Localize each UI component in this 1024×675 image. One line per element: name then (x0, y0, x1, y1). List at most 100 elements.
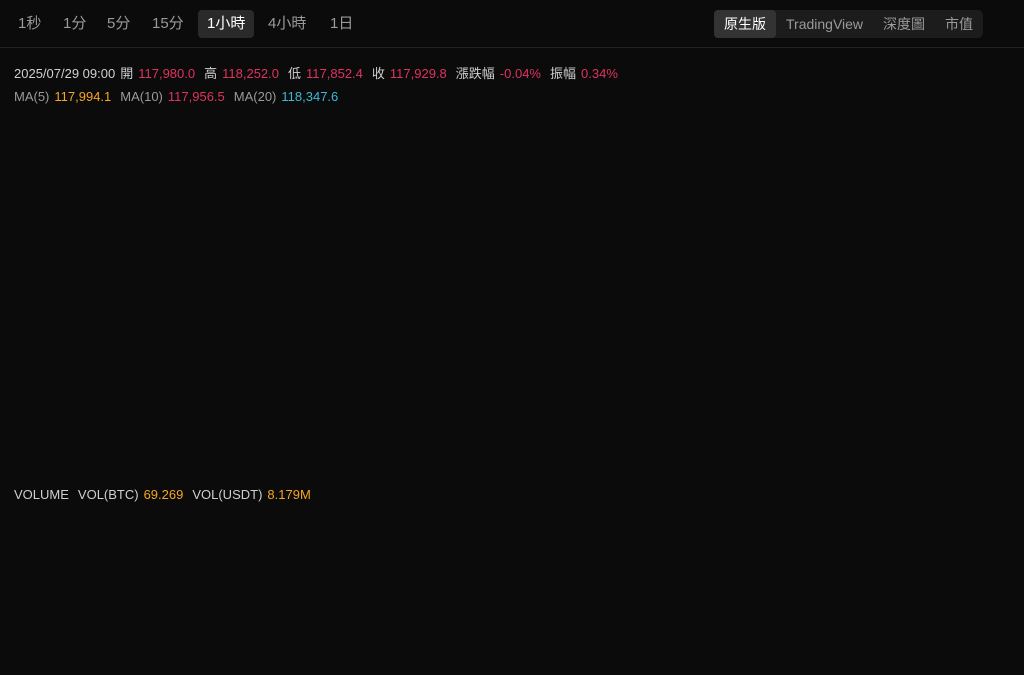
legend-field-value: -0.04% (499, 66, 541, 81)
volume-bar (786, 627, 793, 637)
ma-legend: MA(5) 117,994.1 MA(10) 117,956.5 MA(20) 118,3… (14, 89, 347, 104)
volume-bar (563, 618, 570, 637)
candle-body (563, 184, 570, 186)
volume-bar (149, 604, 157, 637)
candle-body (273, 284, 281, 288)
ma-value: 117,956.5 (167, 89, 225, 104)
volume-bar (761, 624, 769, 637)
candle-body (17, 208, 24, 218)
volume-bar (282, 622, 289, 637)
volume-tick-label: 2K (952, 484, 968, 499)
volume-bar (25, 615, 33, 637)
candle-body (761, 238, 769, 255)
volume-bar (455, 630, 463, 637)
candle-body (737, 193, 744, 218)
volume-bar (472, 631, 479, 637)
interval-tab[interactable]: 1日 (330, 15, 354, 32)
view-tab[interactable]: TradingView (786, 16, 864, 32)
candle-body (414, 241, 421, 251)
x-tick-label: 12:00 (641, 647, 674, 662)
volume-bar (50, 543, 57, 637)
view-tab[interactable]: 深度圖 (883, 16, 926, 32)
toolbar: 1秒 1分 5分 15分 1小時 4小時 1日 (0, 0, 1024, 48)
volume-bar (712, 622, 719, 637)
y-tick-label: 116,000.0 (960, 364, 1017, 379)
interval-tab[interactable]: 1秒 (18, 15, 42, 32)
ma-name: MA(20) (233, 89, 277, 104)
candle-body (646, 160, 653, 188)
volume-tick-label: 500 (952, 592, 974, 607)
volume-bar (819, 620, 826, 637)
candle-body (497, 244, 504, 255)
volume-bar (488, 630, 496, 637)
volume-bar (604, 621, 611, 637)
candle-body (695, 193, 702, 200)
candle-body (588, 196, 595, 203)
interval-tab[interactable]: 1分 (63, 15, 87, 32)
candle-body (67, 396, 74, 421)
candle-body (257, 278, 264, 282)
legend-field-value: 117,980.0 (138, 66, 196, 81)
candle-body (571, 184, 578, 191)
volume-field-name: VOL(BTC) (77, 487, 139, 502)
volume-bar (1, 624, 8, 637)
collapse-button[interactable] (4, 118, 36, 142)
volume-bar (720, 624, 727, 637)
volume-bar (654, 625, 661, 637)
extreme-label: 114,712.4 (105, 453, 162, 468)
legend-time: 2025/07/29 09:00 (14, 66, 116, 81)
volume-bar (17, 622, 24, 637)
candle-body (530, 235, 537, 242)
view-tab[interactable]: 原生版 (714, 10, 776, 38)
volume-bar (753, 622, 760, 637)
volume-bar (414, 629, 421, 637)
volume-bar (447, 629, 454, 637)
interval-tab[interactable]: 1小時 (198, 10, 255, 38)
volume-field-value: 8.179M (267, 487, 311, 502)
axis-toggle-icon[interactable] (978, 650, 990, 664)
volume-bar (497, 629, 504, 637)
candle-body (770, 254, 777, 270)
candle-body (207, 275, 214, 288)
candle-body (703, 193, 711, 197)
candle-body (488, 238, 496, 245)
candle-body (654, 160, 661, 173)
candle-body (58, 396, 66, 409)
volume-tick-label: 1K (952, 556, 968, 571)
y-tick-label: 118,000.0 (960, 242, 1017, 257)
candle-body (397, 247, 405, 251)
volume-bar (613, 618, 620, 637)
volume-bar (695, 624, 702, 637)
expand-button[interactable] (0, 568, 10, 604)
candle-body (753, 238, 760, 245)
candle-body (249, 278, 256, 280)
interval-tab[interactable]: 5分 (107, 15, 131, 32)
volume-bar (422, 630, 430, 637)
volume-bar (464, 630, 471, 637)
volume-bar (439, 629, 446, 637)
x-tick-label: 07/28 (542, 647, 575, 662)
y-tick-label: 120,000.0 (959, 121, 1017, 136)
volume-bar (108, 608, 115, 637)
volume-bar (745, 616, 752, 637)
volume-bar (373, 630, 380, 637)
candle-body (629, 166, 636, 176)
candle-body (364, 241, 372, 245)
legend-field-value: 117,852.4 (306, 66, 363, 81)
volume-bar (588, 628, 595, 637)
volume-bar (662, 626, 669, 637)
candle-body (100, 372, 107, 427)
candle-body (92, 414, 99, 427)
interval-tab[interactable]: 4小時 (268, 15, 307, 32)
candle-body (604, 166, 611, 200)
volume-bar (9, 618, 16, 637)
volume-bar (828, 632, 835, 637)
interval-tab[interactable]: 15分 (152, 15, 184, 32)
volume-bar (75, 593, 82, 637)
candle-body (108, 353, 115, 373)
candle-body (439, 229, 446, 248)
volume-bar (34, 572, 41, 637)
y-tick-label: 119,000.0 (960, 182, 1017, 197)
volume-bar (670, 618, 678, 637)
view-tab[interactable]: 市值 (945, 16, 974, 32)
